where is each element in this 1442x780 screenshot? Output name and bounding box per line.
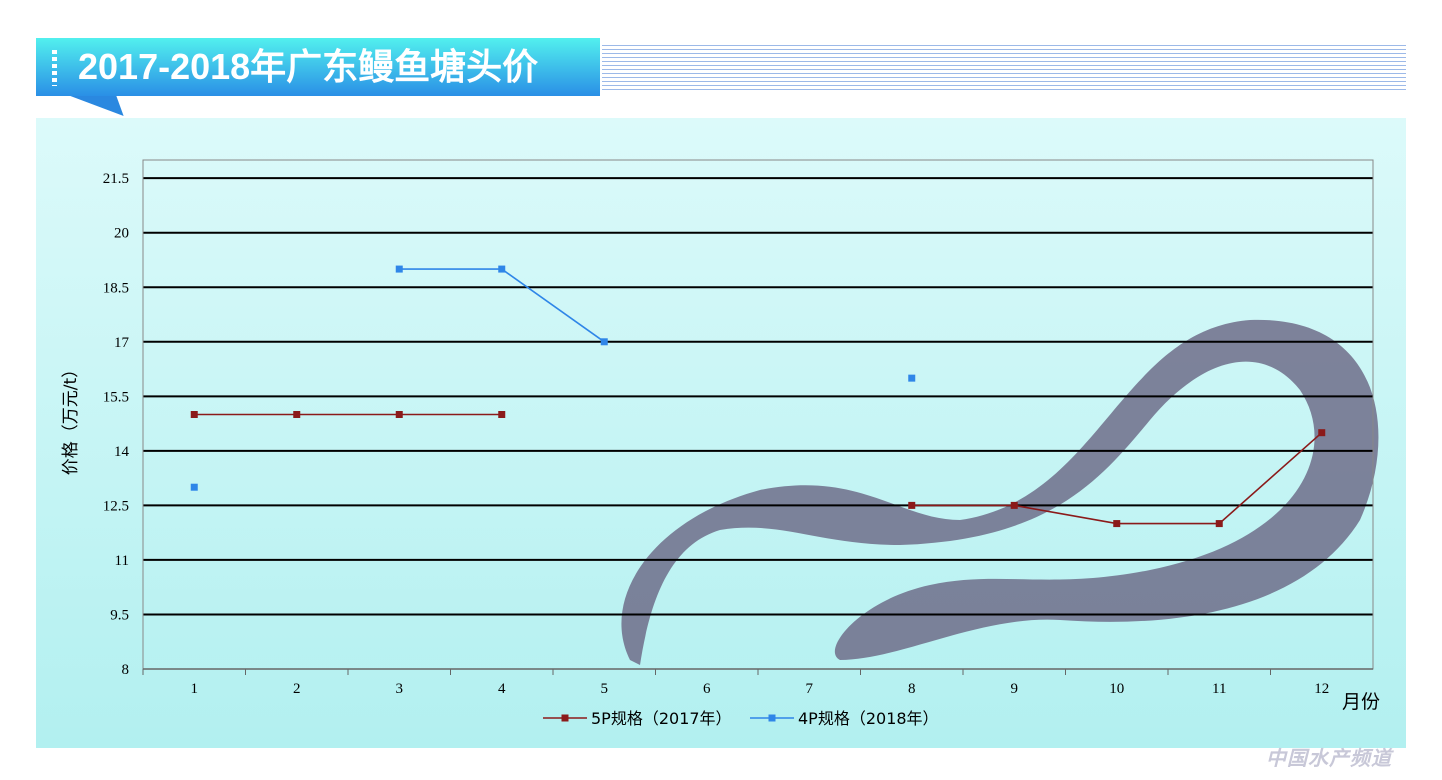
data-point [190, 483, 198, 491]
data-point [498, 265, 506, 273]
banner-dots [52, 50, 57, 86]
y-tick-label: 8 [122, 662, 130, 678]
watermark-logo: 中国水产频道 [1266, 746, 1392, 770]
data-point [190, 411, 198, 418]
x-axis-label: 月份 [1342, 691, 1380, 713]
data-point [395, 265, 403, 273]
x-tick-label: 7 [806, 681, 814, 697]
data-point [1318, 429, 1326, 437]
x-tick-label: 6 [703, 681, 711, 697]
data-point [293, 411, 301, 418]
x-tick-label: 9 [1011, 681, 1019, 697]
y-axis-label: 价格（万元/t） [61, 361, 81, 475]
data-point [1215, 520, 1223, 528]
y-tick-label: 17 [114, 335, 130, 351]
series-line [399, 268, 605, 343]
data-point [908, 501, 916, 509]
eel-illustration [621, 319, 1379, 665]
data-point [395, 411, 403, 418]
x-tick-label: 5 [601, 681, 609, 697]
chart-title: 2017-2018年广东鳗鱼塘头价 [78, 46, 539, 87]
data-point [600, 338, 608, 346]
x-tick-label: 8 [908, 681, 916, 697]
x-tick-label: 12 [1314, 681, 1329, 697]
x-tick-label: 3 [396, 681, 404, 697]
y-tick-label: 9.5 [110, 607, 129, 623]
legend-marker [561, 714, 569, 722]
legend-label: 4P规格（2018年） [798, 709, 939, 728]
y-tick-label: 21.5 [103, 171, 129, 187]
x-tick-label: 10 [1109, 681, 1124, 697]
chart-panel [36, 118, 1406, 748]
legend-marker [768, 714, 776, 722]
y-tick-label: 14 [114, 444, 130, 460]
y-tick-label: 18.5 [103, 280, 129, 296]
y-tick-label: 20 [114, 226, 129, 242]
legend-label: 5P规格（2017年） [591, 709, 732, 728]
y-tick-label: 15.5 [103, 389, 129, 405]
y-tick-label: 12.5 [103, 498, 129, 514]
x-tick-label: 4 [498, 681, 506, 697]
data-point [1010, 501, 1018, 509]
x-tick-label: 1 [191, 681, 199, 697]
data-point [908, 374, 916, 382]
banner-stripes [602, 42, 1406, 92]
data-point [498, 411, 506, 418]
data-point [1113, 520, 1121, 528]
title-banner [36, 38, 600, 96]
y-tick-label: 11 [115, 553, 129, 569]
x-tick-label: 11 [1212, 681, 1226, 697]
x-tick-label: 2 [293, 681, 301, 697]
